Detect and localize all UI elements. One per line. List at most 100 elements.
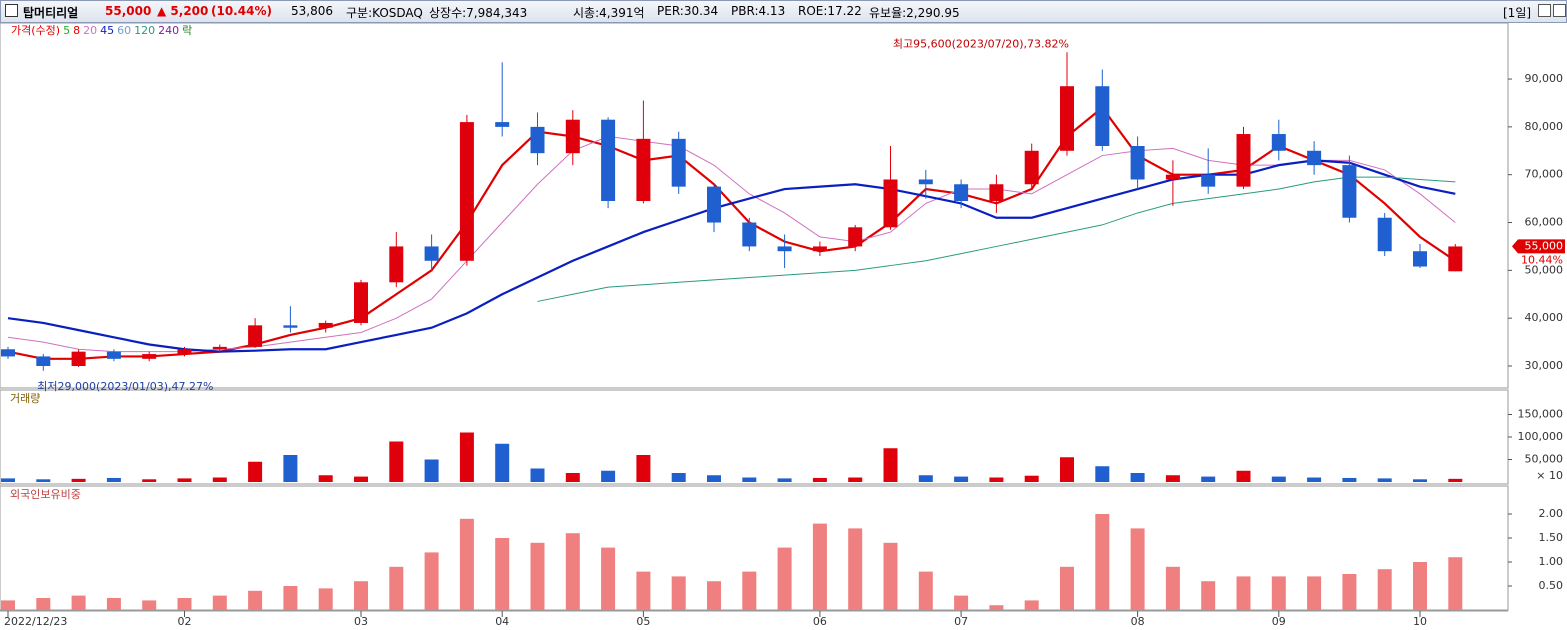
candle-body <box>354 282 368 323</box>
volume-bar <box>1448 478 1463 482</box>
y-tick-label: 40,000 <box>1525 311 1564 324</box>
volume-bar <box>248 461 263 482</box>
x-tick-label: 07 <box>954 615 968 628</box>
bar <box>36 598 51 610</box>
candle-body <box>601 119 616 201</box>
legend-item: 5 <box>63 24 70 37</box>
volume-bar <box>1165 475 1180 482</box>
candle-body <box>1413 251 1427 267</box>
bar <box>671 576 686 610</box>
candle-body <box>106 351 121 359</box>
x-tick-label: 2022/12/23 <box>4 615 67 628</box>
shares: 상장수:7,984,343 <box>429 6 528 20</box>
volume-bar <box>1342 477 1357 482</box>
volume-bar <box>883 448 898 482</box>
volume-bar <box>389 441 404 482</box>
volume-bar <box>1307 477 1322 482</box>
unit-label: × 10 <box>1536 469 1563 482</box>
candle-body <box>671 138 686 187</box>
bar <box>1448 557 1463 610</box>
volume: 53,806 <box>291 4 333 18</box>
panel-title: 거래량 <box>10 392 40 405</box>
x-tick-label: 03 <box>354 615 368 628</box>
y-tick-label: 2.00 <box>1539 507 1564 520</box>
volume-bar <box>424 459 439 482</box>
y-tick-label: 150,000 <box>1518 408 1564 421</box>
checkbox[interactable] <box>5 4 18 17</box>
x-tick-label: 02 <box>178 615 192 628</box>
bar <box>1271 576 1286 610</box>
candle-body <box>530 126 545 154</box>
y-tick-label: 30,000 <box>1525 359 1564 372</box>
volume-bar <box>601 470 616 482</box>
legend-item: 60 <box>117 24 131 37</box>
y-tick-label: 1.50 <box>1539 531 1564 544</box>
bar <box>389 566 404 610</box>
volume-bar <box>565 473 580 482</box>
y-tick-label: 50,000 <box>1525 263 1564 276</box>
candle-body <box>177 349 192 355</box>
y-tick-label: 70,000 <box>1525 168 1564 181</box>
stock-name: 탑머티리얼 <box>23 6 79 20</box>
restore-button[interactable] <box>1538 4 1551 17</box>
price-tag-pct: 10.44% <box>1521 253 1563 266</box>
bar <box>707 581 721 610</box>
candle-body <box>248 325 263 347</box>
volume-bar <box>707 475 721 482</box>
high-annotation: 최고95,600(2023/07/20),73.82% <box>893 37 1069 50</box>
legend-extra: 락 <box>182 24 192 37</box>
price: 55,000 <box>105 4 152 18</box>
volume-bar <box>848 477 863 482</box>
y-tick-label: 60,000 <box>1525 216 1564 229</box>
candle-body <box>389 246 404 283</box>
bar <box>1165 566 1180 610</box>
volume-bar <box>36 479 51 482</box>
bar <box>1024 600 1039 610</box>
candle-body <box>36 356 51 366</box>
legend-item: 240 <box>158 24 179 37</box>
volume-bar <box>142 479 157 482</box>
candle-body <box>1060 86 1074 151</box>
x-tick-label: 04 <box>495 615 509 628</box>
volume-bar <box>742 477 757 482</box>
y-tick-label: 90,000 <box>1525 72 1564 85</box>
y-tick-label: 50,000 <box>1525 453 1564 466</box>
volume-panel <box>0 389 1509 485</box>
candle-body <box>1342 165 1357 218</box>
candle-body <box>71 351 86 366</box>
candle-body <box>1095 86 1110 146</box>
bar <box>848 528 863 610</box>
bar <box>601 547 616 610</box>
volume-bar <box>1271 476 1286 482</box>
x-tick-label: 06 <box>813 615 827 628</box>
bar <box>71 595 86 610</box>
bar <box>1201 581 1216 610</box>
header-bar: 탑머티리얼 55,000 ▲ 5,200 (10.44%) 53,806 구분:… <box>0 0 1567 23</box>
candle-body <box>812 246 827 252</box>
bar <box>177 598 192 610</box>
volume-bar <box>671 473 686 482</box>
volume-bar <box>1377 478 1392 482</box>
volume-bar <box>106 477 121 482</box>
bar <box>636 571 651 610</box>
volume-bar <box>989 477 1004 482</box>
pbr: PBR:4.13 <box>731 4 786 18</box>
per: PER:30.34 <box>657 4 719 18</box>
volume-bar <box>354 476 368 482</box>
volume-bar <box>1201 476 1216 482</box>
volume-bar <box>918 475 933 482</box>
candle-body <box>1130 146 1145 180</box>
volume-bar <box>1095 466 1110 482</box>
x-tick-label: 10 <box>1413 615 1427 628</box>
volume-bar <box>1 478 15 482</box>
close-button[interactable] <box>1553 4 1566 17</box>
bar <box>1 600 15 610</box>
volume-bar <box>1024 475 1039 482</box>
candle-body <box>1307 150 1322 166</box>
change-pct: (10.44%) <box>211 4 272 18</box>
candle-body <box>777 246 792 252</box>
volume-bar <box>1060 457 1074 482</box>
x-tick-label: 09 <box>1272 615 1286 628</box>
period[interactable]: [1일] <box>1503 6 1532 20</box>
